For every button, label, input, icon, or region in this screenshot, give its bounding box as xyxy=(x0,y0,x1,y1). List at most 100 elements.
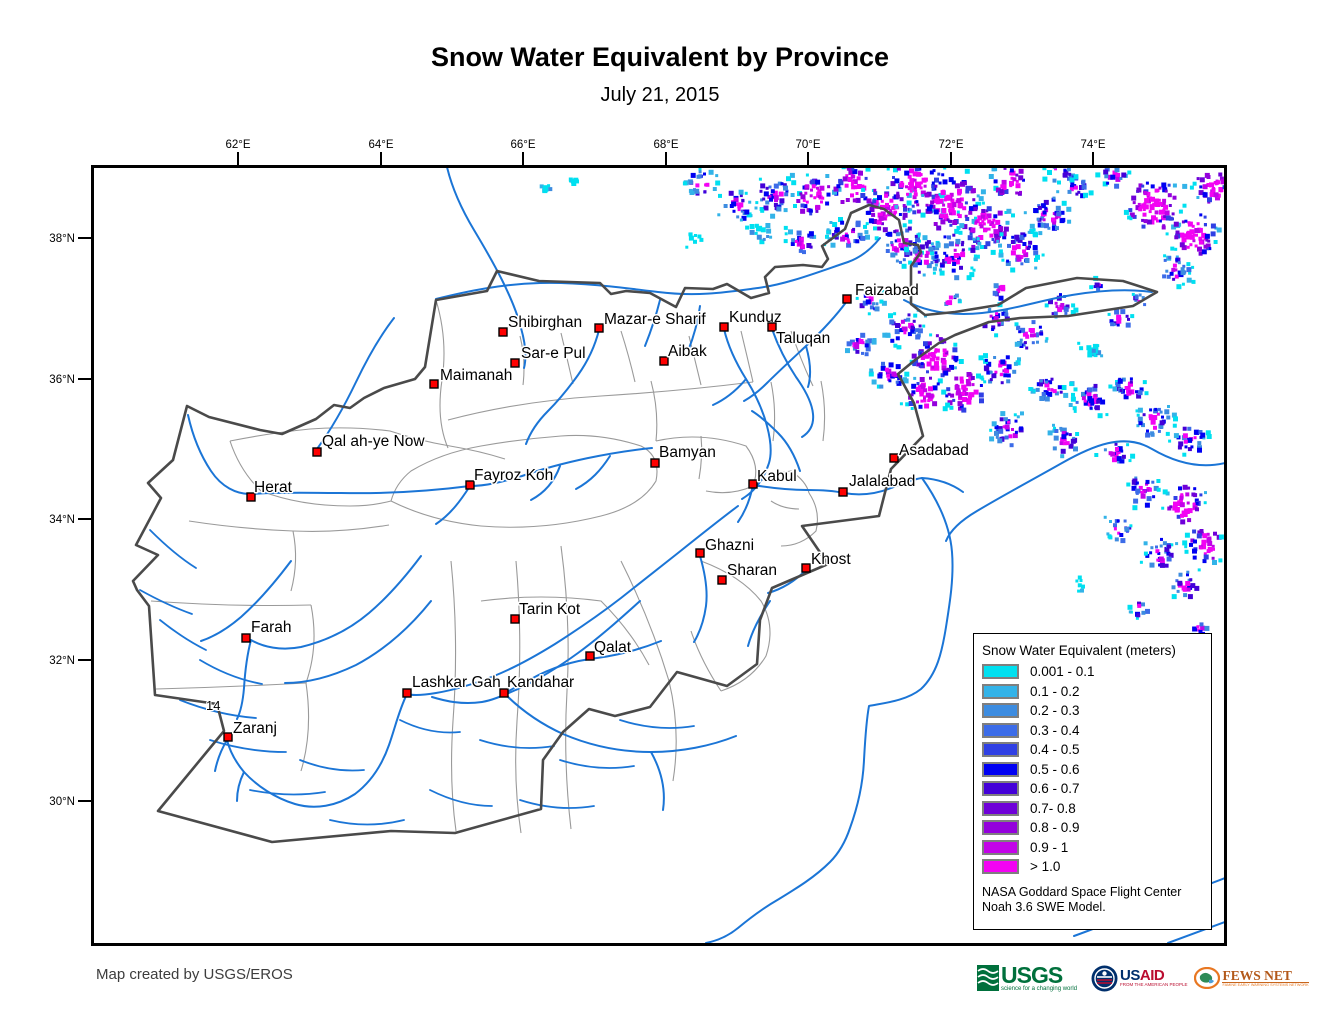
legend-swatch xyxy=(982,859,1019,875)
legend-swatch xyxy=(982,820,1019,836)
city-marker xyxy=(465,480,475,490)
legend-label: 0.001 - 0.1 xyxy=(1030,664,1095,680)
usgs-wordmark: USGS xyxy=(1001,961,1063,988)
legend-label: 0.1 - 0.2 xyxy=(1030,683,1080,699)
city-marker xyxy=(585,651,595,661)
usaid-tagline: FROM THE AMERICAN PEOPLE xyxy=(1120,982,1188,987)
legend-item: 0.001 - 0.1 xyxy=(982,662,1211,682)
legend-item: 0.5 - 0.6 xyxy=(982,760,1211,780)
city-marker xyxy=(312,447,322,457)
city-label: Kandahar xyxy=(507,674,574,691)
y-tick-label: 38°N xyxy=(49,233,75,245)
x-tick-label: 66°E xyxy=(510,139,535,151)
legend-label: > 1.0 xyxy=(1030,859,1061,875)
legend-swatch xyxy=(982,781,1019,797)
city-label: Kabul xyxy=(757,468,797,485)
city-marker xyxy=(510,358,520,368)
usgs-wave-icon xyxy=(977,964,999,991)
usaid-logo: USAID FROM THE AMERICAN PEOPLE xyxy=(1091,965,1187,992)
city-marker xyxy=(695,548,705,558)
city-label: Zaranj xyxy=(233,720,277,737)
legend-swatch xyxy=(982,703,1019,719)
city-label: Shibirghan xyxy=(508,314,582,331)
map-frame xyxy=(91,165,1227,946)
city-label: Aibak xyxy=(668,343,707,360)
city-label: Tarin Kot xyxy=(519,601,581,618)
city-markers: Faizabad Shibirghan Mazar-e Sharif Kunduz Ta… xyxy=(205,281,970,742)
afghanistan-border xyxy=(131,203,1159,844)
legend-label: 0.8 - 0.9 xyxy=(1030,820,1080,836)
city-marker xyxy=(429,379,439,389)
city-label: Sar-e Pul xyxy=(521,345,586,362)
city-label: Faizabad xyxy=(855,282,919,299)
city-label: Farah xyxy=(251,619,292,636)
city-marker xyxy=(223,732,233,742)
legend-swatch xyxy=(982,761,1019,777)
legend-item: 0.4 - 0.5 xyxy=(982,740,1211,760)
legend-title: Snow Water Equivalent (meters) xyxy=(982,643,1176,658)
y-tick-label: 36°N xyxy=(49,374,75,386)
usaid-wordmark-us: US xyxy=(1120,967,1140,984)
x-tick-label: 70°E xyxy=(795,139,820,151)
legend-footnote: NASA Goddard Space Flight Center Noah 3.6… xyxy=(982,885,1211,915)
city-label: Kunduz xyxy=(729,309,782,326)
legend-item: 0.7- 0.8 xyxy=(982,799,1211,819)
city-marker xyxy=(889,453,899,463)
legend-swatch xyxy=(982,722,1019,738)
x-tick-label: 68°E xyxy=(653,139,678,151)
legend-swatch xyxy=(982,800,1019,816)
city-marker xyxy=(659,356,669,366)
usaid-seal-icon xyxy=(1091,965,1118,991)
page-title: Snow Water Equivalent by Province xyxy=(430,42,890,72)
city-marker xyxy=(719,322,729,332)
legend-swatch xyxy=(982,664,1019,680)
x-tick-label: 64°E xyxy=(368,139,393,151)
city-label: Jalalabad xyxy=(849,473,915,490)
city-label: Lashkar Gah xyxy=(412,674,501,691)
city-marker xyxy=(510,614,520,624)
legend-item: 0.6 - 0.7 xyxy=(982,779,1211,799)
city-label: Bamyan xyxy=(659,444,716,461)
x-tick-label: 62°E xyxy=(225,139,250,151)
city-marker xyxy=(748,479,758,489)
legend: Snow Water Equivalent (meters) 0.001 - 0… xyxy=(973,633,1212,930)
page-subtitle: July 21, 2015 xyxy=(600,84,720,106)
legend-swatch xyxy=(982,839,1019,855)
city-label: Khost xyxy=(811,551,851,568)
y-tick-label: 30°N xyxy=(49,796,75,808)
city-marker xyxy=(498,327,508,337)
legend-item: 0.8 - 0.9 xyxy=(982,818,1211,838)
legend-item: 0.3 - 0.4 xyxy=(982,721,1211,741)
city-marker xyxy=(499,688,509,698)
city-marker xyxy=(402,688,412,698)
city-marker xyxy=(767,322,777,332)
city-marker xyxy=(241,633,251,643)
city-marker xyxy=(838,487,848,497)
fewsnet-wordmark: FEWS NET xyxy=(1222,967,1292,983)
fewsnet-tagline: FAMINE EARLY WARNING SYSTEMS NETWORK xyxy=(1222,981,1309,987)
city-label: Taluqan xyxy=(776,330,830,347)
legend-label: 0.4 - 0.5 xyxy=(1030,742,1080,758)
usaid-wordmark-aid: AID xyxy=(1139,967,1165,984)
legend-label: 0.2 - 0.3 xyxy=(1030,703,1080,719)
city-marker xyxy=(650,458,660,468)
legend-swatch xyxy=(982,683,1019,699)
legend-label: 0.5 - 0.6 xyxy=(1030,761,1080,777)
city-marker xyxy=(246,492,256,502)
city-marker xyxy=(842,294,852,304)
city-label: Qal ah-ye Now xyxy=(322,433,425,450)
city-label: Qalat xyxy=(594,639,632,656)
legend-swatch xyxy=(982,742,1019,758)
logo-row: USGS science for a changing world NASA U… xyxy=(977,952,1309,1004)
city-label: Maimanah xyxy=(440,367,512,384)
city-marker xyxy=(717,575,727,585)
x-tick-label: 74°E xyxy=(1080,139,1105,151)
y-tick-label: 32°N xyxy=(49,655,75,667)
city-marker xyxy=(594,323,604,333)
legend-rows: 0.001 - 0.1 0.1 - 0.2 0.2 - 0.3 0.3 - 0.4 0.… xyxy=(982,662,1211,877)
stray-map-label: 14 xyxy=(206,698,220,713)
x-tick-label: 72°E xyxy=(938,139,963,151)
legend-label: 0.9 - 1 xyxy=(1030,839,1069,855)
